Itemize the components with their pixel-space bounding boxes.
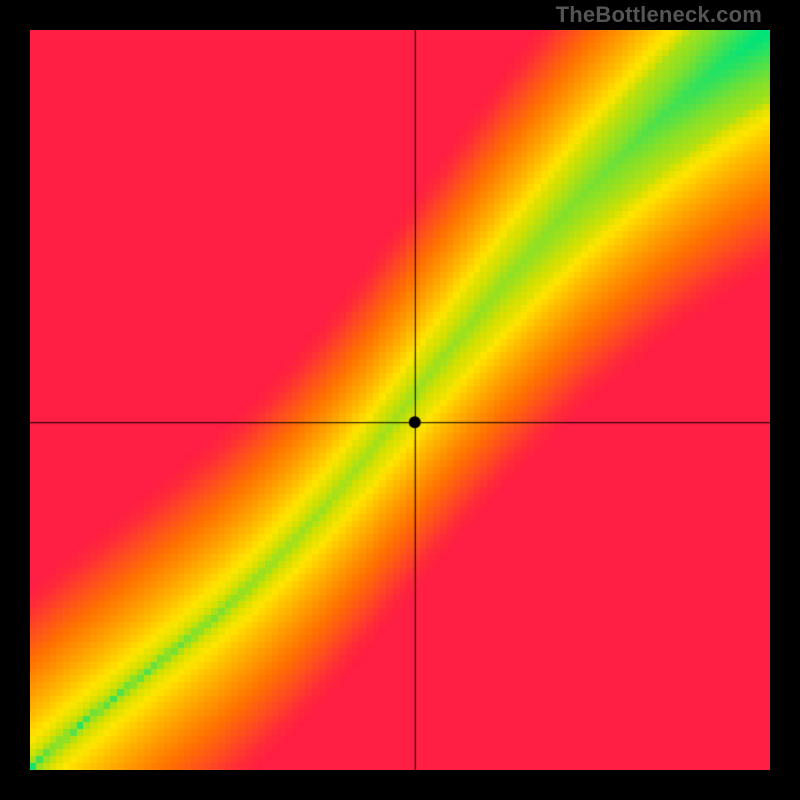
bottleneck-heatmap (30, 30, 770, 770)
chart-frame: TheBottleneck.com (0, 0, 800, 800)
watermark-text: TheBottleneck.com (556, 2, 762, 28)
